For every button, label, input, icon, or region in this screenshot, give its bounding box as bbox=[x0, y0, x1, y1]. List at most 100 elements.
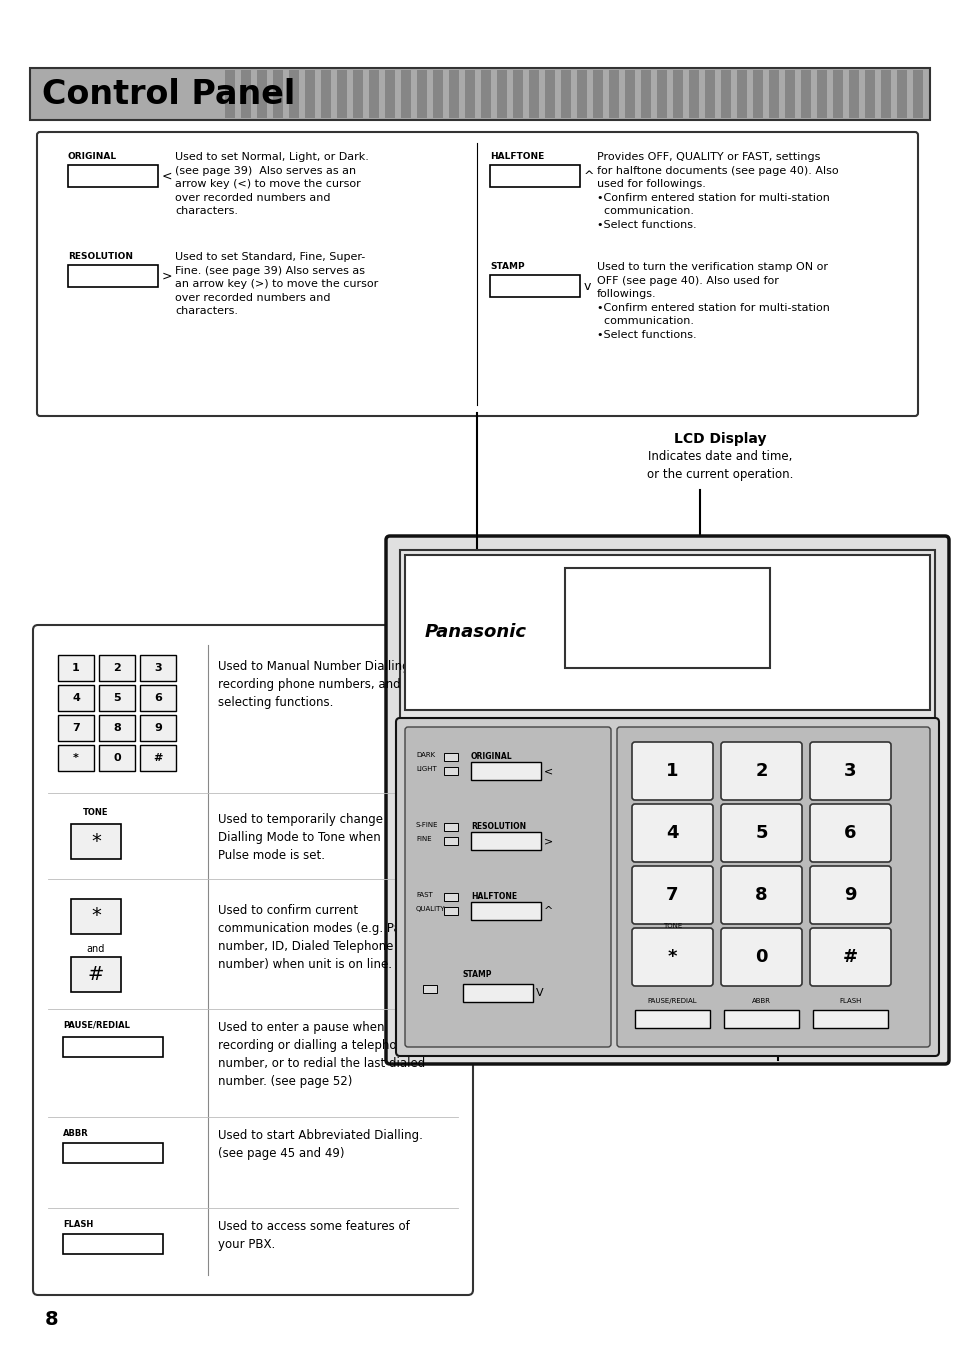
Text: QUALITY: QUALITY bbox=[416, 907, 445, 912]
Text: 9: 9 bbox=[153, 723, 162, 733]
Text: 0: 0 bbox=[113, 753, 121, 764]
Text: Used to set Standard, Fine, Super-
Fine. (see page 39) Also serves as
an arrow k: Used to set Standard, Fine, Super- Fine.… bbox=[174, 252, 377, 317]
Bar bbox=[704, 70, 714, 117]
Bar bbox=[462, 983, 533, 1002]
FancyBboxPatch shape bbox=[33, 625, 473, 1295]
Text: *: * bbox=[73, 753, 79, 764]
Text: 5: 5 bbox=[755, 824, 767, 842]
FancyBboxPatch shape bbox=[809, 804, 890, 862]
Bar bbox=[752, 70, 762, 117]
Text: 8: 8 bbox=[45, 1310, 58, 1329]
Text: 4: 4 bbox=[72, 693, 80, 703]
Bar bbox=[443, 836, 457, 844]
FancyBboxPatch shape bbox=[631, 866, 712, 924]
Bar bbox=[99, 715, 135, 741]
Bar bbox=[443, 823, 457, 831]
Text: LCD Display: LCD Display bbox=[673, 432, 765, 447]
Bar bbox=[832, 70, 842, 117]
Bar bbox=[490, 275, 579, 297]
Bar bbox=[443, 907, 457, 915]
Text: 6: 6 bbox=[153, 693, 162, 703]
Text: ^: ^ bbox=[583, 170, 594, 182]
FancyBboxPatch shape bbox=[809, 866, 890, 924]
Bar bbox=[635, 1010, 709, 1028]
Bar bbox=[848, 70, 858, 117]
Text: 8: 8 bbox=[113, 723, 121, 733]
Text: 8: 8 bbox=[755, 886, 767, 904]
Bar bbox=[497, 70, 506, 117]
Bar bbox=[443, 893, 457, 901]
Text: ABBR: ABBR bbox=[63, 1129, 89, 1139]
Text: 6: 6 bbox=[843, 824, 856, 842]
Bar bbox=[71, 898, 121, 934]
Text: >: > bbox=[162, 270, 172, 282]
Text: RESOLUTION: RESOLUTION bbox=[471, 822, 525, 831]
Bar bbox=[305, 70, 314, 117]
Text: 3: 3 bbox=[154, 662, 162, 673]
Bar bbox=[58, 715, 94, 741]
Bar bbox=[564, 568, 769, 668]
FancyBboxPatch shape bbox=[809, 742, 890, 800]
Text: *: * bbox=[91, 831, 101, 850]
Text: STAMP: STAMP bbox=[490, 262, 524, 271]
FancyBboxPatch shape bbox=[720, 742, 801, 800]
Text: and: and bbox=[87, 944, 105, 954]
Bar bbox=[353, 70, 363, 117]
Bar bbox=[560, 70, 571, 117]
Text: <: < bbox=[543, 766, 553, 776]
FancyBboxPatch shape bbox=[386, 536, 948, 1064]
Bar bbox=[400, 70, 411, 117]
Bar bbox=[688, 70, 699, 117]
Bar bbox=[433, 70, 442, 117]
Text: S-FINE: S-FINE bbox=[416, 822, 438, 828]
FancyBboxPatch shape bbox=[631, 742, 712, 800]
Bar bbox=[784, 70, 794, 117]
Text: PAUSE/REDIAL: PAUSE/REDIAL bbox=[647, 998, 697, 1004]
FancyBboxPatch shape bbox=[631, 804, 712, 862]
Bar bbox=[71, 956, 121, 992]
Text: <: < bbox=[162, 170, 172, 182]
Text: #: # bbox=[842, 948, 857, 966]
Text: DARK: DARK bbox=[416, 751, 435, 758]
Text: 5: 5 bbox=[113, 693, 121, 703]
Bar bbox=[241, 70, 251, 117]
Bar bbox=[399, 550, 934, 1050]
Bar bbox=[63, 1234, 163, 1255]
Bar bbox=[140, 685, 175, 711]
FancyBboxPatch shape bbox=[37, 132, 917, 415]
Text: FAST: FAST bbox=[416, 892, 433, 898]
Text: #: # bbox=[153, 753, 163, 764]
Text: 1: 1 bbox=[72, 662, 80, 673]
Bar bbox=[723, 1010, 799, 1028]
Text: #: # bbox=[88, 965, 104, 983]
Bar bbox=[720, 70, 730, 117]
Text: LIGHT: LIGHT bbox=[416, 766, 436, 772]
Bar bbox=[471, 762, 540, 780]
Bar bbox=[577, 70, 586, 117]
Text: ABBR: ABBR bbox=[751, 998, 770, 1004]
Bar bbox=[529, 70, 538, 117]
Text: FINE: FINE bbox=[416, 836, 431, 842]
Text: ORIGINAL: ORIGINAL bbox=[68, 152, 117, 161]
FancyBboxPatch shape bbox=[617, 727, 929, 1047]
Bar bbox=[30, 67, 929, 120]
Text: ^: ^ bbox=[543, 907, 553, 916]
Bar bbox=[443, 753, 457, 761]
Text: Used to confirm current
communication modes (e.g. Page
number, ID, Dialed Teleph: Used to confirm current communication mo… bbox=[218, 904, 415, 971]
Bar bbox=[812, 1010, 887, 1028]
Bar bbox=[63, 1037, 163, 1058]
Text: Used to start Abbreviated Dialling.
(see page 45 and 49): Used to start Abbreviated Dialling. (see… bbox=[218, 1129, 422, 1160]
Bar bbox=[608, 70, 618, 117]
Bar bbox=[68, 165, 158, 188]
Bar bbox=[58, 656, 94, 681]
FancyBboxPatch shape bbox=[809, 928, 890, 986]
Bar bbox=[68, 264, 158, 287]
Text: 1: 1 bbox=[665, 762, 678, 780]
Bar bbox=[864, 70, 874, 117]
Text: Used to enter a pause when
recording or dialling a telephone
number, or to redia: Used to enter a pause when recording or … bbox=[218, 1021, 425, 1089]
Bar bbox=[490, 165, 579, 188]
Text: Used to access some features of
your PBX.: Used to access some features of your PBX… bbox=[218, 1219, 410, 1251]
Bar bbox=[99, 656, 135, 681]
Bar bbox=[225, 70, 234, 117]
Text: 4: 4 bbox=[665, 824, 678, 842]
